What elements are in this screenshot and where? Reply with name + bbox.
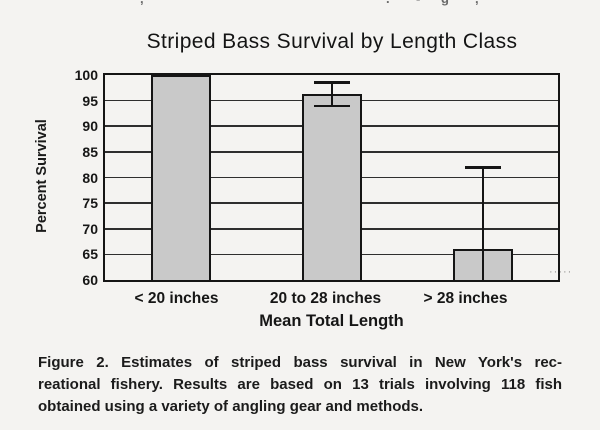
caption-line: obtained using a variety of angling gear… <box>38 398 424 415</box>
bar-20 to 28 inches <box>301 93 362 280</box>
x-tick-label: 20 to 28 inches <box>269 290 382 307</box>
x-tick-label: < 20 inches <box>134 290 219 307</box>
error-bar-cap <box>313 104 350 107</box>
y-tick-label: 60 <box>82 272 98 288</box>
y-tick-label: 85 <box>82 143 98 160</box>
scan-noise-artifact: ····· <box>549 266 573 278</box>
bar-< 20 inches <box>150 75 211 280</box>
x-tick-label: > 28 inches <box>423 290 508 307</box>
error-bar-line <box>481 167 484 280</box>
caption-line: reational fishery. Results are based on … <box>38 376 562 393</box>
cropped-text-fragment: , <box>140 0 144 6</box>
y-tick-label: 90 <box>82 118 98 135</box>
y-tick-label: 65 <box>82 246 98 263</box>
cropped-text-fragment: , <box>475 0 479 6</box>
cropped-text-fragment: g <box>441 0 449 6</box>
plot-area <box>103 73 560 282</box>
y-tick-label: 70 <box>82 220 98 237</box>
chart-title: Striped Bass Survival by Length Class <box>146 30 518 53</box>
cropped-text-fragment: . <box>386 0 390 6</box>
error-bar-cap <box>464 166 501 169</box>
error-bar-line <box>330 82 333 106</box>
y-tick-label: 80 <box>82 169 98 186</box>
error-bar-cap <box>313 81 350 84</box>
cropped-text-fragment: - <box>416 0 420 6</box>
y-tick-label: 95 <box>82 92 98 109</box>
figure-caption: Figure 2. Estimates of striped bass surv… <box>38 352 562 418</box>
y-tick-label: 75 <box>82 195 98 212</box>
caption-line: Figure 2. Estimates of striped bass surv… <box>38 354 562 371</box>
y-tick-label: 100 <box>74 67 98 83</box>
x-axis-title: Mean Total Length <box>259 312 404 330</box>
y-axis-title: Percent Survival <box>34 119 50 233</box>
